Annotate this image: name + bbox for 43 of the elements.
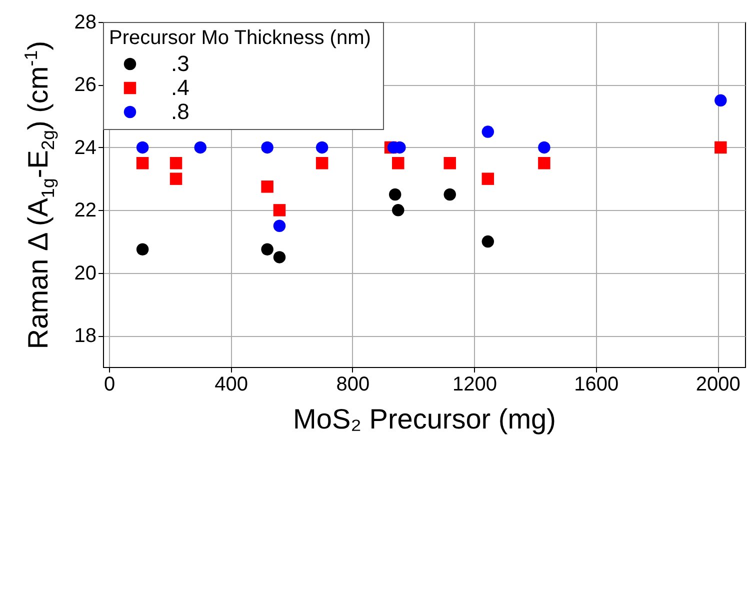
point [538, 157, 550, 170]
point [316, 141, 328, 154]
x-tick-label: 0 [104, 374, 116, 396]
legend-label: .3 [171, 51, 190, 76]
y-tick-label: 20 [74, 262, 96, 284]
x-tick-label: 2000 [696, 374, 740, 396]
point [261, 141, 274, 154]
point [392, 204, 404, 216]
point [261, 243, 274, 256]
point [482, 172, 494, 185]
point [444, 157, 456, 170]
point [482, 126, 494, 138]
y-tick-label: 22 [74, 200, 96, 222]
point [136, 243, 149, 256]
point [388, 188, 402, 201]
x-tick-label: 400 [214, 374, 248, 396]
x-tick-label: 1200 [452, 374, 497, 396]
x-axis-title: MoS₂ Precursor (mg) [293, 404, 556, 434]
point [273, 204, 286, 216]
point [538, 141, 550, 154]
point [273, 251, 286, 264]
y-tick-label: 26 [74, 74, 96, 96]
y-tick-label: 24 [74, 136, 96, 159]
y-tick-label: 28 [74, 12, 96, 34]
point [714, 94, 727, 107]
x-tick-label: 1600 [574, 374, 619, 396]
point [714, 141, 727, 154]
point [444, 188, 456, 201]
legend-label: .4 [171, 75, 190, 100]
x-tick-label: 800 [336, 374, 370, 396]
point [136, 157, 149, 170]
point [194, 141, 206, 154]
point [392, 157, 404, 170]
legend-label: .8 [171, 99, 190, 124]
point [170, 172, 182, 185]
point [273, 220, 286, 232]
point [170, 157, 182, 170]
point [482, 235, 494, 248]
point [136, 141, 149, 154]
point [261, 180, 274, 193]
y-tick-label: 18 [74, 325, 96, 348]
legend-title: Precursor Mo Thickness (nm) [109, 27, 371, 49]
point [316, 157, 328, 170]
